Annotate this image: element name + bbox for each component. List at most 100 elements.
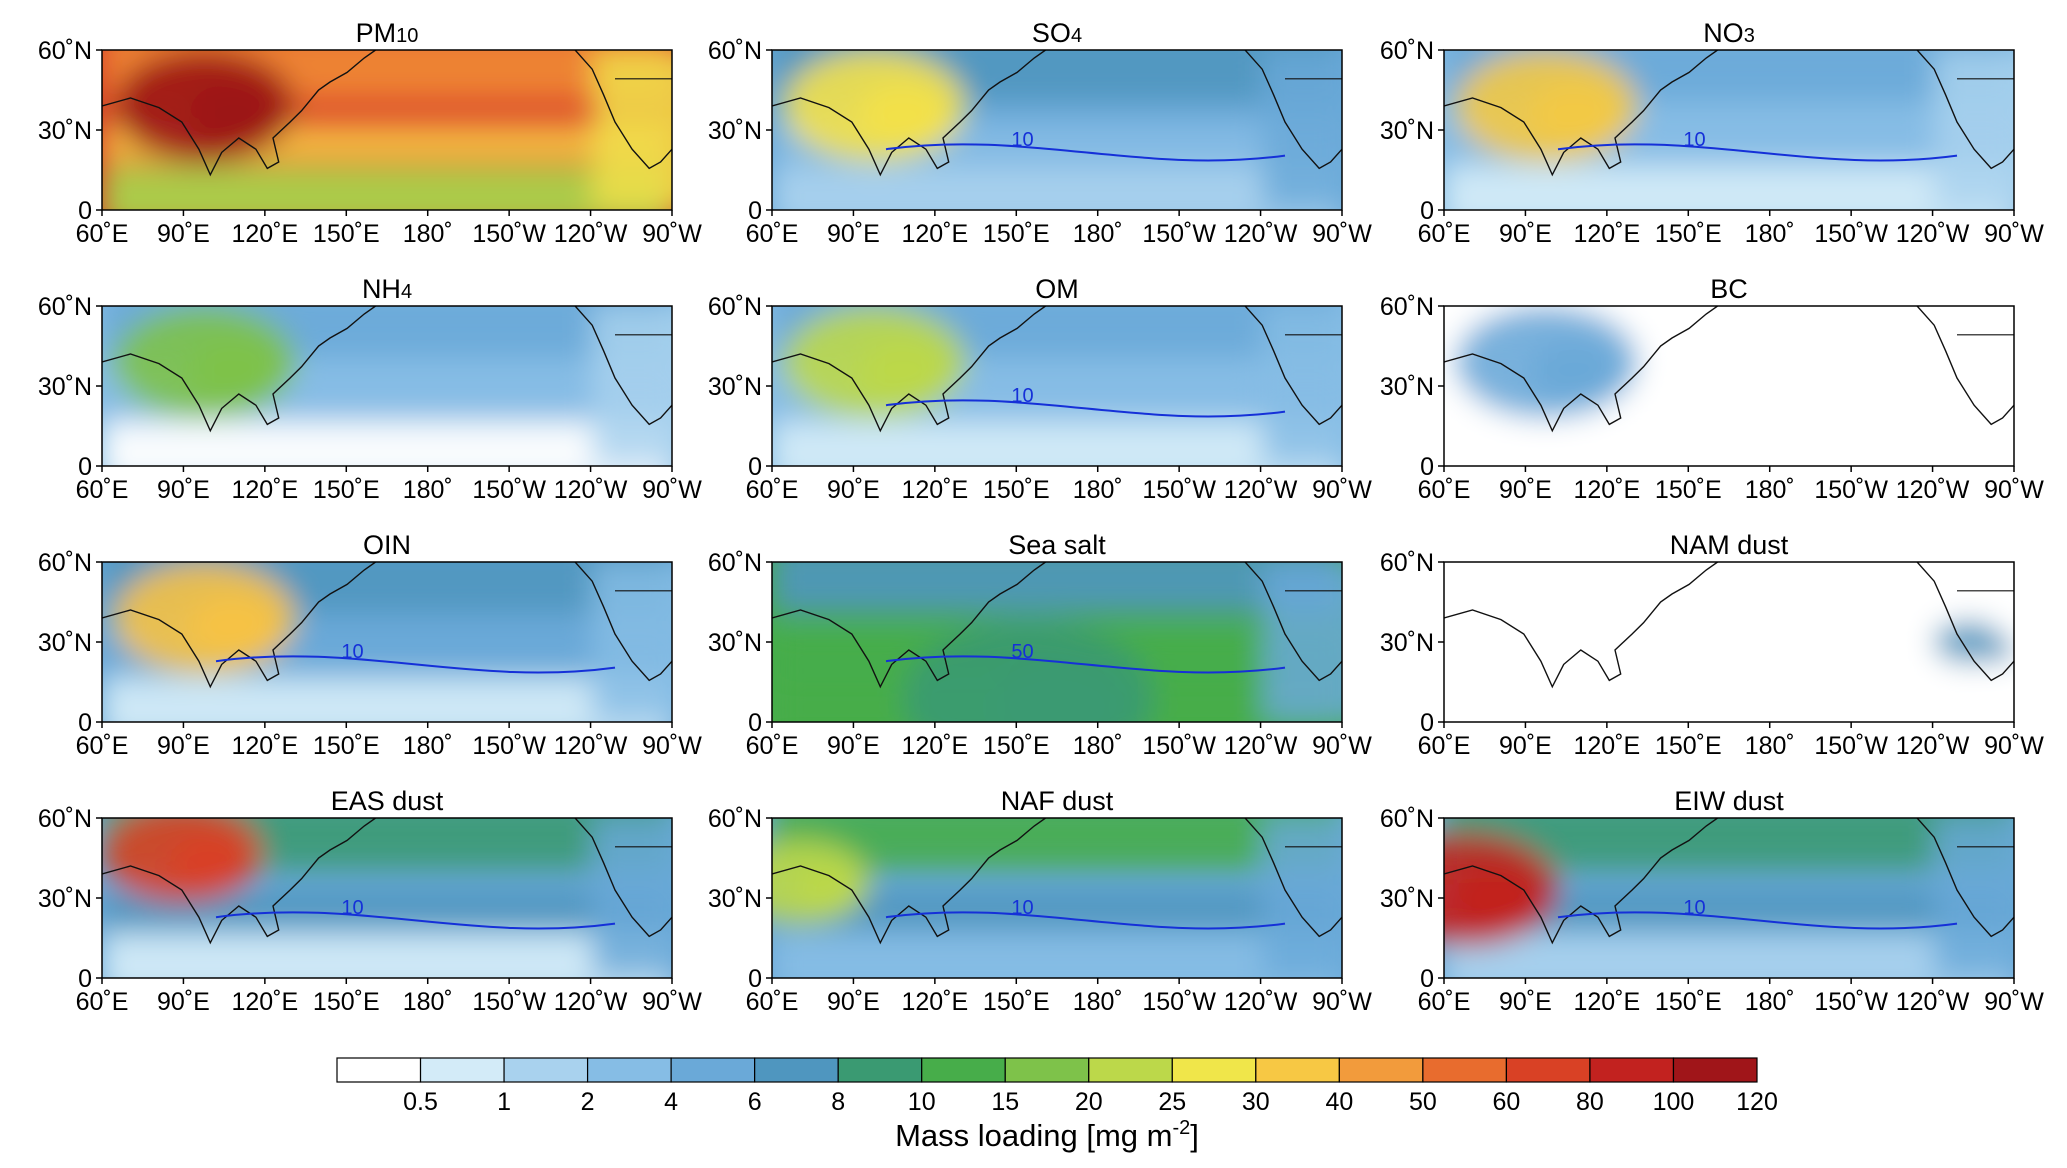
x-tick-label: 90˚E	[827, 476, 880, 504]
colorbar-swatch	[1672, 1057, 1758, 1083]
contour-line	[885, 911, 1286, 930]
concentration-field: 50	[772, 562, 1342, 722]
contour-label: 10	[1683, 129, 1705, 151]
contour-line	[1557, 911, 1958, 930]
panel-title: NAF dust	[1001, 786, 1114, 816]
coastline-america	[1244, 50, 1342, 170]
x-tick-label: 180˚	[1745, 476, 1795, 504]
x-tick-label: 60˚E	[1418, 220, 1471, 248]
coastline-asia	[1444, 818, 1719, 945]
y-tick-label: 30˚N	[1380, 373, 1434, 401]
x-tick-label: 180˚	[403, 220, 453, 248]
x-tick-label: 150˚E	[983, 732, 1050, 760]
x-tick-label: 150˚W	[1814, 988, 1888, 1016]
coastline-america	[1244, 306, 1342, 426]
x-tick-label: 120˚W	[1224, 220, 1298, 248]
panel-title: NO3	[1703, 18, 1755, 48]
y-tick-label: 30˚N	[38, 117, 92, 145]
colorbar-swatch	[1589, 1057, 1675, 1083]
y-tick-label: 0	[1420, 197, 1434, 225]
x-tick-label: 90˚E	[827, 988, 880, 1016]
x-tick-label: 90˚E	[827, 220, 880, 248]
x-tick-label: 150˚E	[983, 220, 1050, 248]
y-tick-label: 60˚N	[38, 805, 92, 833]
x-tick-label: 60˚E	[76, 988, 129, 1016]
coastline-america	[574, 50, 672, 170]
coastline-asia	[772, 562, 1047, 689]
y-tick-label: 30˚N	[708, 117, 762, 145]
colorbar-tick-label: 120	[1736, 1088, 1778, 1116]
panel-title: OM	[1035, 274, 1079, 304]
y-tick-label: 0	[78, 197, 92, 225]
contour-label: 10	[341, 897, 363, 919]
x-tick-label: 120˚E	[901, 732, 968, 760]
colorbar-tick-label: 60	[1493, 1088, 1521, 1116]
x-tick-label: 90˚E	[1499, 220, 1552, 248]
panel-seasalt: 50 Sea salt 60˚N 30˚N 060˚E 90˚E 120˚E 150˚E 180…	[708, 530, 1372, 760]
contour-line	[1557, 143, 1958, 162]
panel-om: 10 OM 60˚N 30˚N 060˚E 90˚E 120˚E 150˚E 180˚ 150˚W…	[708, 274, 1372, 504]
y-tick-label: 60˚N	[1380, 37, 1434, 65]
colorbar-label: Mass loading [mg m-2]	[895, 1117, 1199, 1153]
x-tick-label: 90˚W	[1312, 476, 1372, 504]
panel-easdust: 10 EAS dust 60˚N 30˚N 060˚E 90˚E 120˚E 150˚E 180…	[38, 786, 702, 1016]
colorbar-tick-label: 0.5	[403, 1088, 438, 1116]
coastline-america	[1916, 50, 2014, 170]
coastline-america	[1916, 306, 2014, 426]
contour-line	[215, 655, 616, 674]
colorbar-swatch	[1505, 1057, 1591, 1083]
y-tick-label: 0	[1420, 709, 1434, 737]
contour-label: 10	[1683, 897, 1705, 919]
x-tick-label: 120˚E	[901, 476, 968, 504]
x-tick-label: 60˚E	[746, 988, 799, 1016]
x-tick-label: 60˚E	[746, 220, 799, 248]
x-tick-label: 60˚E	[1418, 988, 1471, 1016]
y-tick-label: 0	[748, 709, 762, 737]
colorbar-tick-label: 15	[991, 1088, 1019, 1116]
panel-oin: 10 OIN 60˚N 30˚N 060˚E 90˚E 120˚E 150˚E 180˚ 150˚…	[38, 530, 702, 760]
colorbar-tick-label: 10	[908, 1088, 936, 1116]
x-tick-label: 120˚E	[1573, 476, 1640, 504]
x-tick-label: 90˚W	[642, 220, 702, 248]
contour-line	[885, 143, 1286, 162]
y-tick-label: 30˚N	[38, 629, 92, 657]
x-tick-label: 90˚W	[642, 988, 702, 1016]
x-tick-label: 180˚	[1073, 732, 1123, 760]
concentration-field	[1444, 562, 2014, 722]
coastline-asia	[772, 50, 1047, 177]
y-tick-label: 0	[1420, 965, 1434, 993]
x-tick-label: 90˚E	[157, 732, 210, 760]
panel-eiwdust: 10 EIW dust 60˚N 30˚N 060˚E 90˚E 120˚E 150˚E 180…	[1380, 786, 2044, 1016]
colorbar-tick-label: 25	[1158, 1088, 1186, 1116]
panel-bc: BC 60˚N 30˚N 060˚E 90˚E 120˚E 150˚E 180˚ 150˚W 12…	[1380, 274, 2044, 504]
x-tick-label: 150˚W	[1814, 220, 1888, 248]
x-tick-label: 120˚W	[1896, 220, 1970, 248]
x-tick-label: 180˚	[1073, 988, 1123, 1016]
concentration-field	[1444, 306, 2014, 466]
coastline-america	[574, 818, 672, 938]
colorbar-tick-label: 6	[748, 1088, 762, 1116]
x-tick-label: 90˚W	[1984, 732, 2044, 760]
x-tick-label: 150˚W	[472, 220, 546, 248]
colorbar-tick-label: 8	[831, 1088, 845, 1116]
colorbar-tick-label: 100	[1653, 1088, 1695, 1116]
colorbar-swatch	[1255, 1057, 1340, 1083]
colorbar-tick-label: 40	[1325, 1088, 1353, 1116]
x-tick-label: 150˚E	[983, 988, 1050, 1016]
contour-line	[215, 911, 616, 930]
colorbar-swatch	[754, 1057, 839, 1083]
x-tick-label: 90˚E	[827, 732, 880, 760]
x-tick-label: 120˚W	[554, 220, 628, 248]
x-tick-label: 120˚E	[231, 476, 298, 504]
coastline-asia	[1444, 306, 1719, 433]
colorbar-tick-label: 1	[497, 1088, 511, 1116]
x-tick-label: 150˚W	[1814, 476, 1888, 504]
panel-title-subscript: 4	[1071, 25, 1082, 47]
panel-so4: 10 SO4 60˚N 30˚N 060˚E 90˚E 120˚E 150˚E 180˚ 150˚…	[708, 18, 1372, 248]
x-tick-label: 120˚W	[554, 732, 628, 760]
x-tick-label: 150˚E	[313, 476, 380, 504]
colorbar-tick-label: 4	[664, 1088, 678, 1116]
colorbar-swatch	[336, 1057, 422, 1083]
y-tick-label: 30˚N	[38, 373, 92, 401]
panel-title: SO4	[1032, 18, 1082, 48]
